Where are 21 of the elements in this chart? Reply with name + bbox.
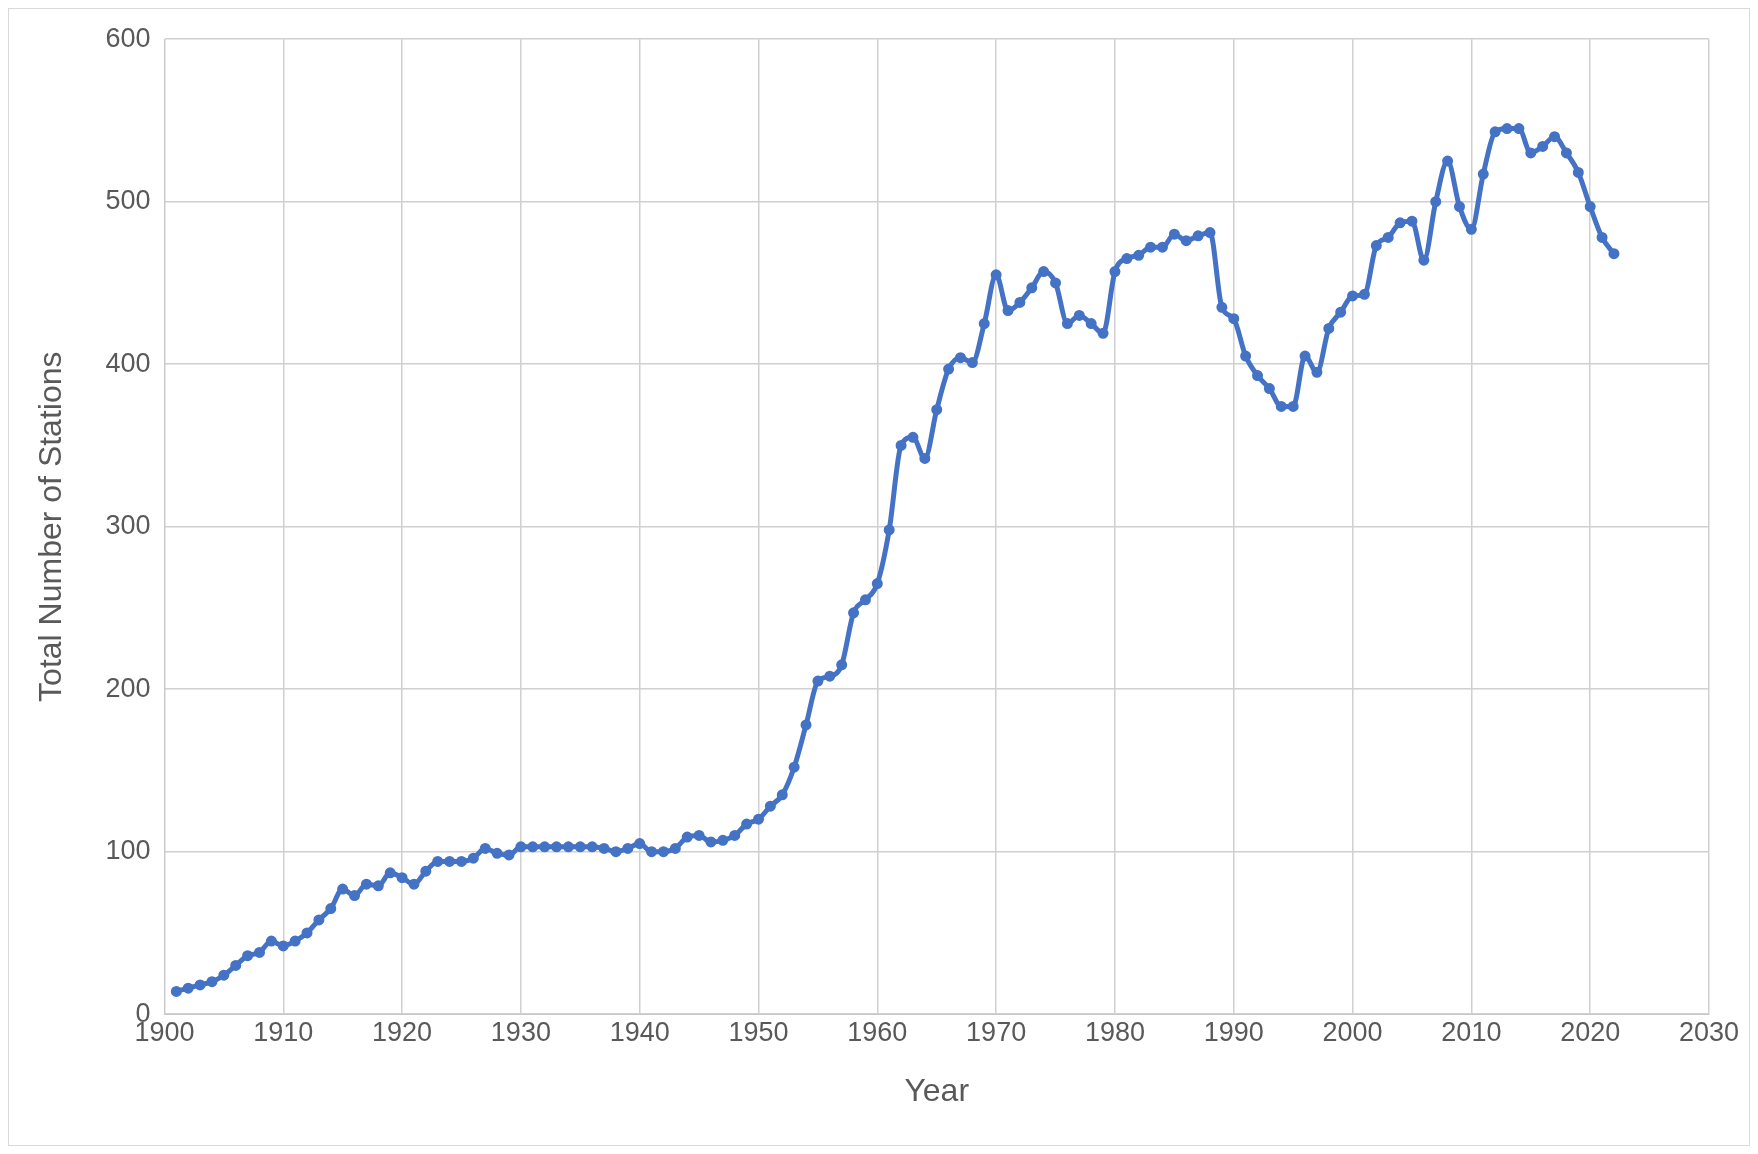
y-tick-label: 200 (105, 672, 151, 703)
x-tick-label: 1930 (490, 1016, 551, 1047)
x-tick-label: 1920 (372, 1016, 433, 1047)
y-tick-label: 600 (105, 22, 151, 53)
x-tick-label: 1990 (1203, 1016, 1264, 1047)
y-tick-label: 100 (105, 835, 151, 866)
x-tick-label: 1980 (1084, 1016, 1145, 1047)
x-tick-label: 2010 (1441, 1016, 1502, 1047)
x-tick-label: 1950 (728, 1016, 789, 1047)
y-tick-label: 500 (105, 185, 151, 216)
y-tick-label: 300 (105, 510, 151, 541)
y-tick-label: 400 (105, 347, 151, 378)
x-tick-label: 1960 (847, 1016, 908, 1047)
x-tick-label: 1940 (609, 1016, 670, 1047)
x-tick-label: 1970 (966, 1016, 1027, 1047)
x-tick-label: 2000 (1322, 1016, 1383, 1047)
x-axis-title: Year (904, 1071, 970, 1108)
x-tick-label: 1910 (253, 1016, 314, 1047)
x-tick-label: 2030 (1678, 1016, 1740, 1047)
y-axis-title: Total Number of Stations (32, 351, 69, 702)
x-tick-label: 2020 (1560, 1016, 1621, 1047)
